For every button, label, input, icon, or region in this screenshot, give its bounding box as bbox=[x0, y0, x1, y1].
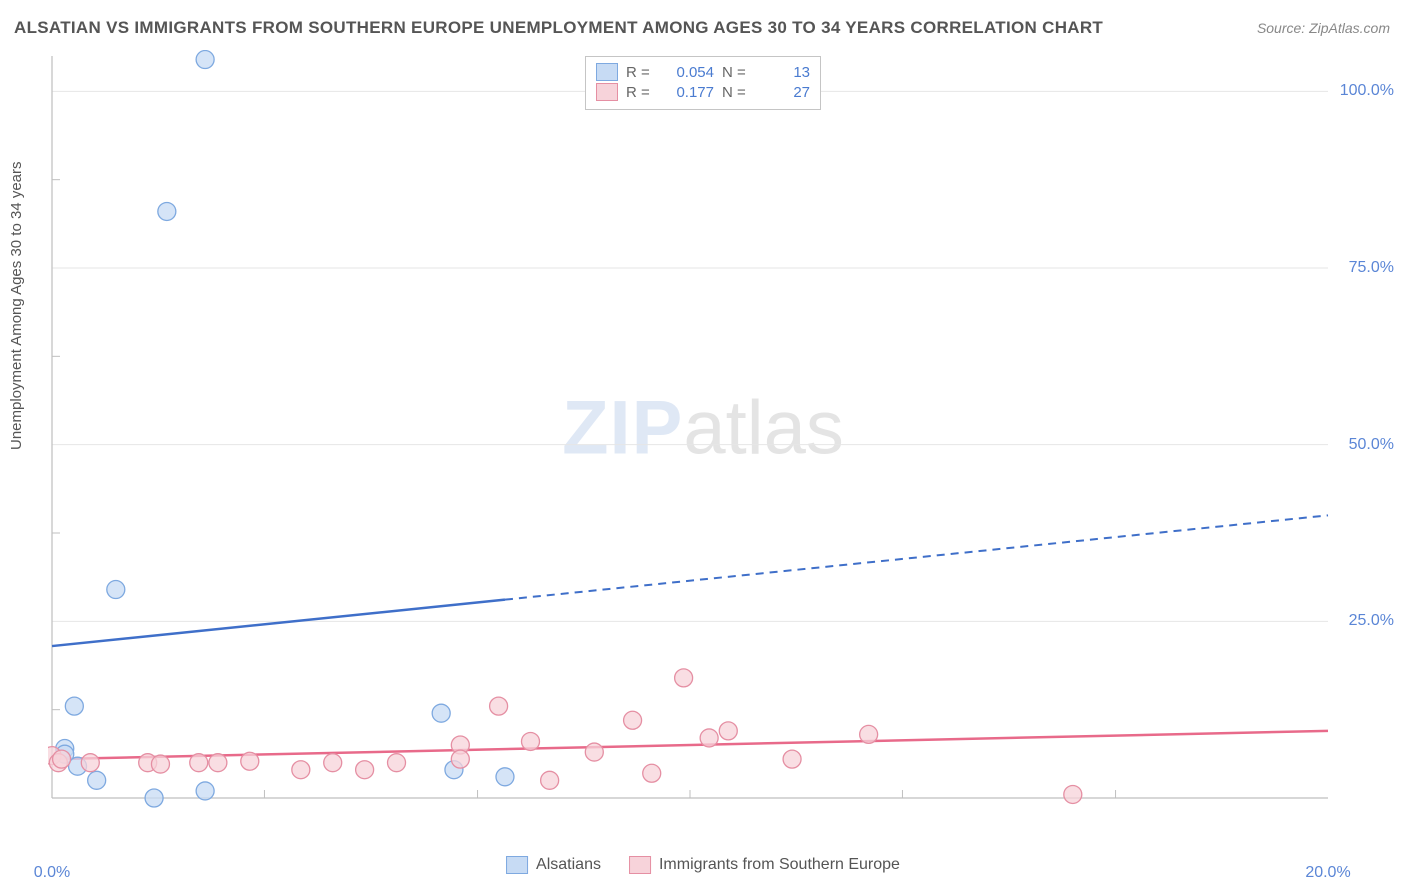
x-tick-label: 20.0% bbox=[1305, 864, 1350, 882]
legend-item: Alsatians bbox=[506, 856, 601, 874]
legend-stats-row: R = 0.054 N = 13 bbox=[596, 63, 810, 81]
legend-stats: R = 0.054 N = 13 R = 0.177 N = 27 bbox=[585, 56, 821, 110]
scatter-chart bbox=[48, 50, 1388, 840]
legend-r-value: 0.177 bbox=[662, 84, 714, 101]
legend-r-value: 0.054 bbox=[662, 64, 714, 81]
x-tick-label: 0.0% bbox=[34, 864, 70, 882]
legend-item-label: Alsatians bbox=[536, 856, 601, 874]
legend-series: Alsatians Immigrants from Southern Europ… bbox=[506, 856, 900, 874]
chart-title: ALSATIAN VS IMMIGRANTS FROM SOUTHERN EUR… bbox=[14, 18, 1103, 38]
legend-item: Immigrants from Southern Europe bbox=[629, 856, 900, 874]
y-tick-label: 25.0% bbox=[1349, 612, 1394, 630]
legend-swatch-icon bbox=[596, 83, 618, 101]
y-axis-label: Unemployment Among Ages 30 to 34 years bbox=[8, 161, 25, 450]
legend-swatch-icon bbox=[629, 856, 651, 874]
legend-swatch-icon bbox=[596, 63, 618, 81]
legend-r-label: R = bbox=[626, 84, 654, 101]
legend-n-value: 13 bbox=[758, 64, 810, 81]
y-tick-label: 50.0% bbox=[1349, 436, 1394, 454]
y-tick-label: 100.0% bbox=[1340, 82, 1394, 100]
legend-n-label: N = bbox=[722, 84, 750, 101]
legend-n-value: 27 bbox=[758, 84, 810, 101]
legend-stats-row: R = 0.177 N = 27 bbox=[596, 83, 810, 101]
legend-r-label: R = bbox=[626, 64, 654, 81]
y-tick-label: 75.0% bbox=[1349, 259, 1394, 277]
legend-n-label: N = bbox=[722, 64, 750, 81]
legend-swatch-icon bbox=[506, 856, 528, 874]
legend-item-label: Immigrants from Southern Europe bbox=[659, 856, 900, 874]
source-label: Source: ZipAtlas.com bbox=[1257, 20, 1390, 36]
